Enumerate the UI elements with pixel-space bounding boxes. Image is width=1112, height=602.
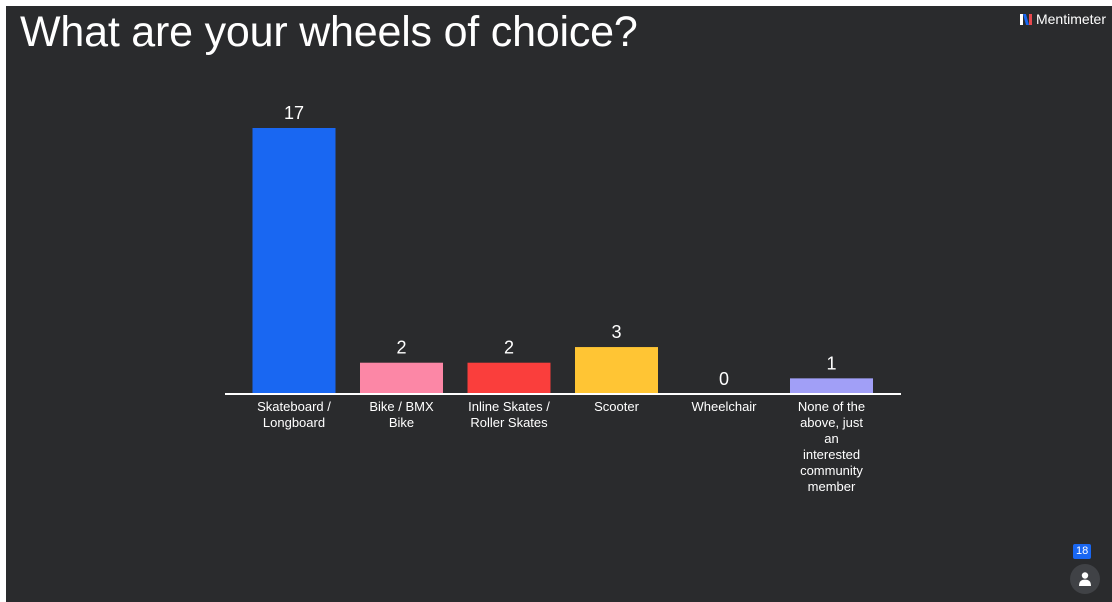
category-label: Wheelchair: [691, 399, 757, 414]
bar-3: [575, 347, 658, 394]
bar-1: [360, 362, 443, 394]
bar-value-label: 2: [396, 338, 406, 358]
bar-value-label: 1: [826, 353, 836, 373]
bar-value-label: 0: [719, 369, 729, 389]
category-label: None of the above, just an interested commun…: [798, 399, 865, 494]
bar-5: [790, 378, 873, 394]
bar-value-label: 3: [611, 322, 621, 342]
question-title: What are your wheels of choice?: [20, 8, 638, 56]
participants-avatar[interactable]: [1070, 564, 1100, 594]
category-label: Scooter: [594, 399, 639, 414]
participants-indicator[interactable]: 18: [1070, 544, 1100, 594]
mentimeter-brand: Mentimeter: [1019, 11, 1106, 27]
bar-0: [252, 128, 336, 394]
category-label: Bike / BMX Bike: [369, 399, 434, 430]
mentimeter-logo-icon: [1019, 13, 1032, 25]
bar-value-label: 17: [284, 103, 304, 123]
person-icon: [1079, 572, 1091, 586]
participants-count: 18: [1073, 544, 1092, 559]
category-label: Skateboard / Longboard: [257, 399, 331, 430]
brand-name: Mentimeter: [1035, 11, 1106, 27]
bar-value-label: 2: [504, 338, 514, 358]
bar-chart: 17 Skateboard / Longboard 2 Bike / BMX Bike 2 I…: [225, 103, 901, 494]
presentation-slide: What are your wheels of choice? Mentimet…: [6, 6, 1112, 602]
bar-2: [467, 362, 551, 394]
category-label: Inline Skates / Roller Skates: [468, 399, 550, 430]
